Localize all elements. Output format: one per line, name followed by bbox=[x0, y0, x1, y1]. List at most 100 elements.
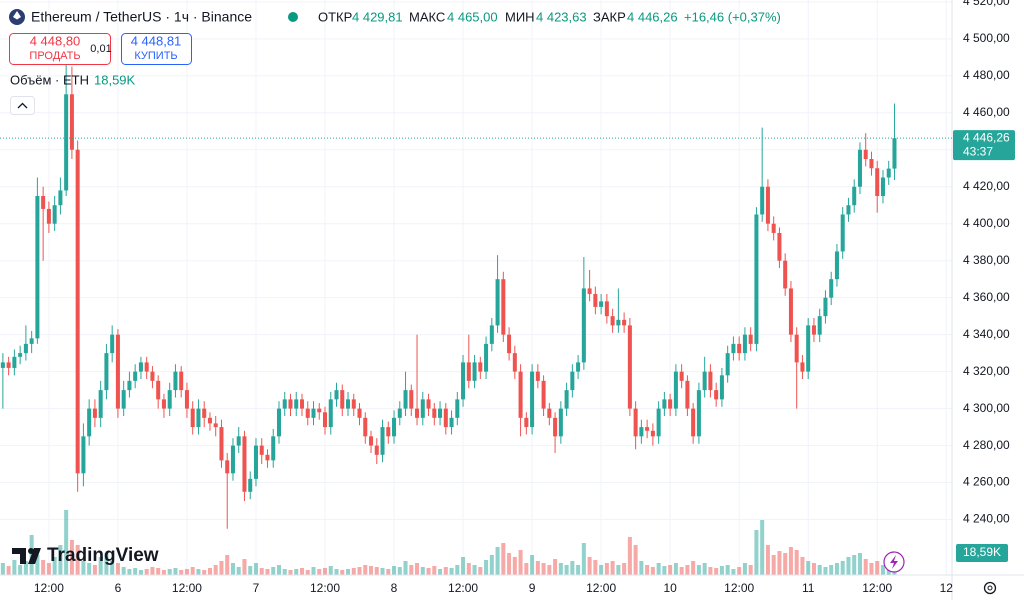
volume-bar bbox=[702, 563, 707, 575]
price-label: 4 446,26 bbox=[963, 130, 1010, 144]
volume-bar bbox=[558, 563, 563, 575]
volume-bar bbox=[161, 570, 166, 575]
volume-bar bbox=[512, 557, 517, 575]
volume-bar bbox=[92, 565, 97, 575]
volume-bar bbox=[110, 561, 115, 575]
volume-bar bbox=[0, 563, 5, 575]
volume-bar bbox=[576, 565, 581, 575]
candle-body bbox=[184, 390, 189, 409]
volume-bar bbox=[12, 560, 17, 575]
candle-body bbox=[886, 168, 891, 178]
volume-bar bbox=[374, 567, 379, 575]
candle-body bbox=[748, 334, 753, 344]
volume-bar bbox=[794, 550, 799, 575]
candle-body bbox=[466, 362, 471, 381]
volume-bar bbox=[466, 563, 471, 575]
x-tick-label: 12:00 bbox=[172, 581, 202, 595]
candle-body bbox=[576, 362, 581, 372]
volume-bar bbox=[725, 565, 730, 575]
volume-bar bbox=[478, 567, 483, 575]
sell-button[interactable] bbox=[9, 33, 111, 65]
alert-icon[interactable] bbox=[883, 551, 905, 573]
volume-bar bbox=[530, 555, 535, 575]
volume-bar bbox=[553, 559, 558, 575]
candle-body bbox=[495, 279, 500, 326]
buy-label: КУПИТЬ bbox=[134, 50, 177, 62]
volume-bar bbox=[587, 557, 592, 575]
candle-body bbox=[317, 408, 322, 413]
candle-body bbox=[409, 390, 414, 409]
settings[interactable] bbox=[983, 581, 997, 595]
volume-label-box bbox=[956, 544, 1008, 562]
volume-bar bbox=[322, 568, 328, 575]
candle-body bbox=[190, 408, 195, 428]
candle-body bbox=[397, 408, 402, 418]
candle-body bbox=[305, 408, 310, 418]
candle-body bbox=[144, 362, 149, 372]
buy-price: 4 448,81 bbox=[131, 33, 182, 48]
volume-bar bbox=[443, 567, 448, 575]
candle-body bbox=[392, 417, 397, 437]
eth-icon bbox=[13, 11, 21, 20]
candle-body bbox=[449, 417, 454, 428]
candle-body bbox=[524, 417, 529, 428]
volume-bar bbox=[754, 530, 759, 575]
volume-bar bbox=[75, 545, 80, 575]
candle-body bbox=[115, 334, 120, 409]
candle-body bbox=[788, 288, 793, 335]
candle-body bbox=[52, 205, 57, 224]
volume-bar bbox=[633, 545, 638, 575]
x-tick-label: 8 bbox=[391, 581, 398, 595]
brand-logo bbox=[28, 548, 34, 554]
candle-body bbox=[639, 427, 644, 437]
candle-body bbox=[403, 390, 408, 409]
candle-body bbox=[892, 138, 897, 169]
candle-body bbox=[846, 205, 851, 215]
volume-axis-label: 18,59K bbox=[963, 545, 1001, 559]
candle-body bbox=[754, 214, 759, 344]
symbol-title: Ethereum / TetherUS · 1ч · Binance bbox=[31, 9, 252, 25]
sell-label: ПРОДАТЬ bbox=[29, 50, 80, 62]
brand-name: TradingView bbox=[47, 545, 159, 566]
volume-bar bbox=[6, 566, 11, 575]
volume-bar bbox=[719, 566, 724, 575]
candle-body bbox=[271, 436, 276, 461]
candle-body bbox=[472, 362, 477, 381]
collapse-icon bbox=[17, 102, 28, 109]
volume-bar bbox=[18, 565, 23, 575]
volume-bar bbox=[46, 563, 51, 575]
candle-body bbox=[857, 149, 862, 187]
volume-bar bbox=[489, 555, 494, 575]
candle-body bbox=[0, 362, 5, 368]
candle-body bbox=[415, 408, 420, 418]
volume-bar bbox=[541, 563, 546, 575]
candle-body bbox=[622, 319, 627, 326]
candle-body bbox=[547, 408, 552, 418]
candle-body bbox=[173, 371, 178, 391]
volume-bar bbox=[760, 520, 765, 575]
candle-body bbox=[696, 390, 701, 437]
spread: 0,01 bbox=[90, 43, 111, 55]
candle-body bbox=[41, 195, 46, 209]
candle-body bbox=[69, 94, 74, 150]
buy-button[interactable] bbox=[121, 33, 192, 65]
volume-bar bbox=[58, 545, 63, 575]
candle-body bbox=[829, 279, 834, 298]
candle-body bbox=[104, 353, 109, 391]
volume-bar bbox=[253, 563, 258, 575]
candle-body bbox=[23, 343, 28, 354]
candle-body bbox=[150, 371, 155, 381]
volume-bar bbox=[535, 561, 540, 575]
settings-icon[interactable] bbox=[983, 581, 997, 595]
candle-body bbox=[6, 362, 11, 368]
x-tick-label: 9 bbox=[529, 581, 536, 595]
candle-body bbox=[852, 186, 857, 206]
candle-body bbox=[731, 343, 736, 354]
volume-bar bbox=[788, 547, 793, 575]
candle-body bbox=[478, 362, 483, 372]
volume-bar bbox=[415, 563, 420, 575]
collapse-button[interactable] bbox=[10, 96, 35, 115]
volume-bar bbox=[495, 547, 500, 575]
volume-bar bbox=[202, 570, 207, 575]
